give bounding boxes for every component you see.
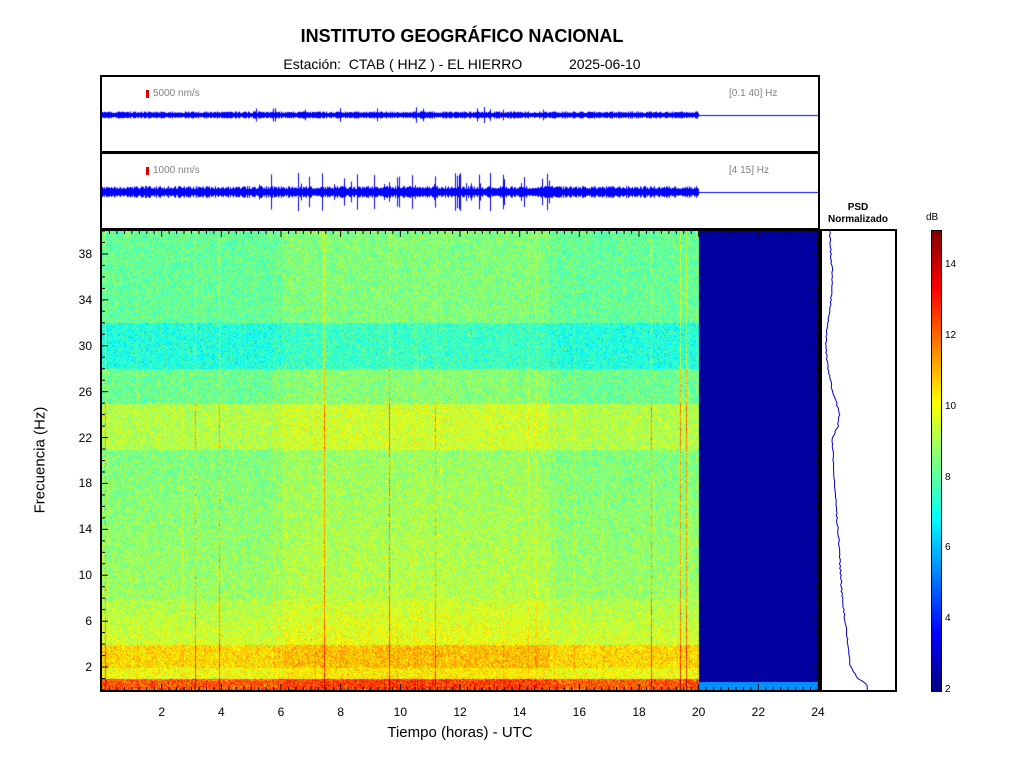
x-tick-label: 18 [632, 705, 646, 719]
x-tick-label: 22 [751, 705, 765, 719]
scale-bar-icon [146, 167, 149, 175]
psd-title-line1: PSD [847, 202, 869, 213]
x-axis-label: Tiempo (horas) - UTC [387, 724, 533, 741]
x-tick-label: 10 [393, 705, 407, 719]
psd-curve [824, 230, 868, 691]
psd-curve-plot [824, 230, 868, 691]
spectrogram-image [102, 231, 818, 690]
colorbar [931, 230, 942, 692]
trace-scale-label: 1000 nm/s [153, 165, 200, 176]
colorbar-tick-label: 14 [945, 259, 957, 271]
trace-band-label: [4 15] Hz [729, 165, 770, 176]
date-label: 2025-06-10 [568, 56, 641, 72]
y-tick-label: 30 [78, 338, 92, 353]
x-tick-label: 14 [512, 705, 527, 719]
page-title: INSTITUTO GEOGRÁFICO NACIONAL [300, 26, 624, 46]
y-tick-label: 14 [78, 522, 92, 537]
colorbar-tick-label: 8 [945, 471, 951, 483]
spectrogram-heatmap [100, 229, 820, 692]
colorbar-tick-label: 4 [945, 613, 951, 625]
x-tick-label: 24 [811, 705, 825, 719]
x-tick-label: 20 [691, 705, 706, 719]
x-tick-label: 8 [337, 705, 344, 719]
psd-title: PSD Normalizado [818, 202, 898, 226]
y-axis-label: Frecuencia (Hz) [31, 406, 49, 514]
colorbar-tick-label: 12 [945, 330, 957, 342]
x-tick-label: 6 [277, 705, 285, 719]
seismogram-broadband-panel: 5000 nm/s [0.1 40] Hz [100, 75, 820, 153]
x-tick-label: 12 [453, 705, 467, 719]
trace-scale-label: 5000 nm/s [153, 88, 200, 99]
x-tick-label: 16 [572, 705, 586, 719]
station-name: CTAB ( HHZ ) - EL HIERRO [348, 56, 523, 72]
y-tick-label: 38 [78, 246, 92, 261]
psd-title-line2: Normalizado [827, 214, 888, 225]
colorbar-unit: dB [926, 212, 939, 223]
station-subtitle: Estación: CTAB ( HHZ ) - EL HIERRO 2025-… [0, 56, 924, 72]
seismogram-broadband-trace [102, 77, 818, 151]
y-tick-label: 10 [78, 568, 92, 583]
psd-panel [820, 229, 897, 692]
x-tick-label: 4 [217, 705, 225, 719]
y-tick-label: 26 [78, 384, 92, 399]
scale-bar-icon [146, 90, 149, 98]
y-tick-label: 22 [78, 430, 92, 445]
y-tick-label: 34 [78, 292, 92, 307]
station-prefix: Estación: [283, 56, 342, 72]
colorbar-tick-label: 10 [945, 400, 957, 412]
colorbar-tick-label: 6 [945, 542, 951, 554]
x-tick-label: 2 [158, 705, 165, 719]
colorbar-tick-label: 2 [945, 684, 951, 695]
y-tick-label: 2 [85, 660, 92, 675]
seismogram-filtered-trace [102, 154, 818, 228]
y-tick-label: 18 [78, 476, 92, 491]
trace-band-label: [0.1 40] Hz [729, 88, 778, 99]
y-tick-label: 6 [85, 614, 92, 629]
seismogram-filtered-panel: 1000 nm/s [4 15] Hz [100, 152, 820, 230]
